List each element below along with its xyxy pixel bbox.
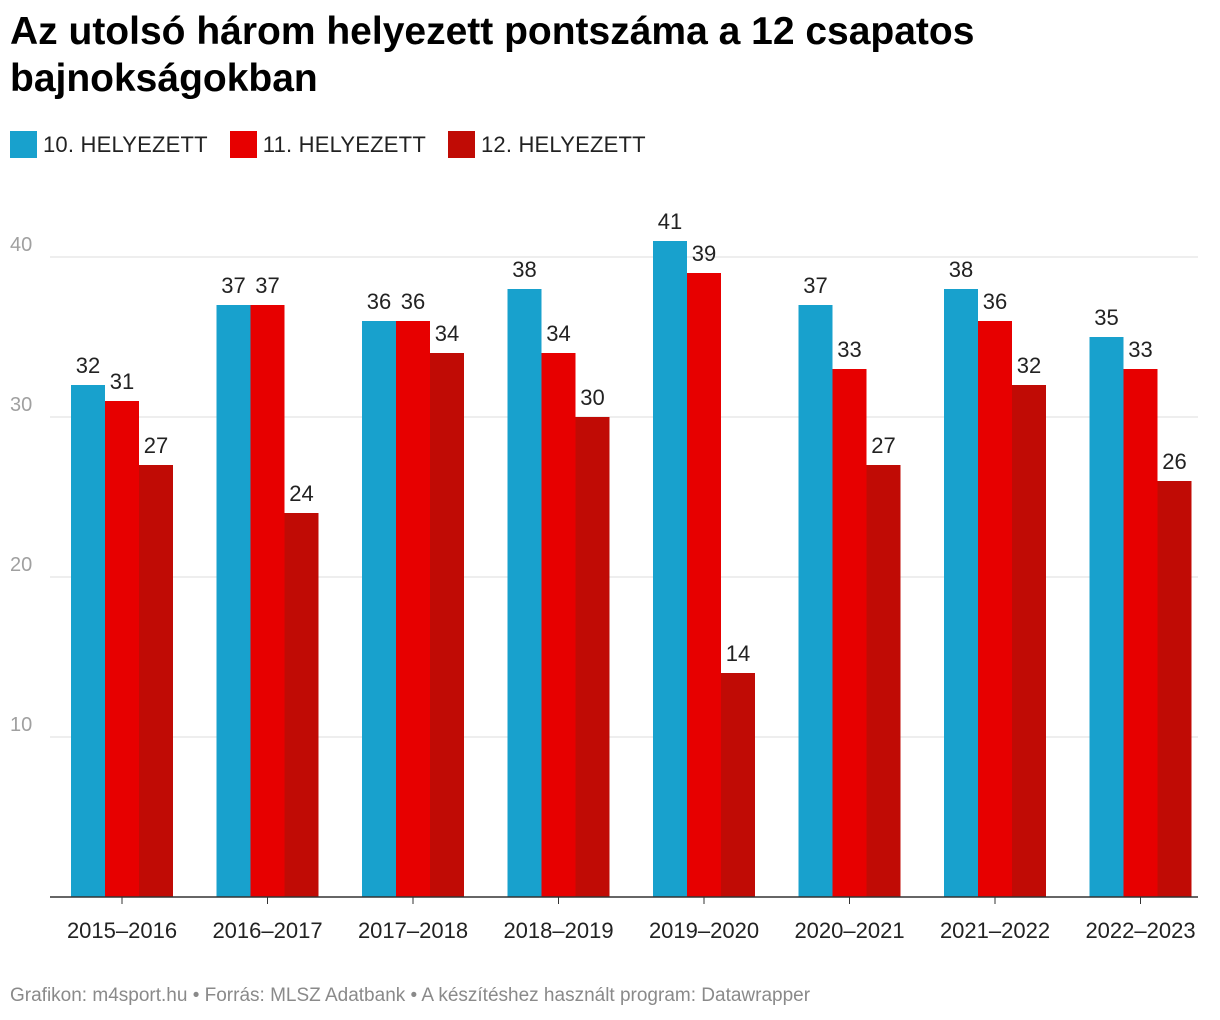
value-label-2019–2020-s12: 14 <box>726 641 750 666</box>
bar-2017–2018-s12 <box>430 353 464 897</box>
bar-2019–2020-s12 <box>721 673 755 897</box>
bar-2022–2023-s11 <box>1123 369 1158 897</box>
chart-title: Az utolsó három helyezett pontszáma a 12… <box>10 10 975 100</box>
value-label-2017–2018-s10: 36 <box>367 289 391 314</box>
bar-2017–2018-s10 <box>362 321 396 897</box>
bar-2017–2018-s11 <box>396 321 430 897</box>
value-label-2021–2022-s10: 38 <box>949 257 973 282</box>
legend-item-11: 11. HELYEZETT <box>229 131 426 158</box>
bar-2018–2019-s11 <box>541 353 576 897</box>
legend-label-10: 10. HELYEZETT <box>43 131 208 157</box>
bar-2015–2016-s11 <box>105 401 139 897</box>
bar-chart: 10 20 30 40 32 31 27 2015–2016 37 37 24 2016–2017 36… <box>10 209 1198 943</box>
bar-2019–2020-s11 <box>687 273 721 897</box>
x-tick-label-2020–2021: 2020–2021 <box>794 918 904 943</box>
x-tick-label-2015–2016: 2015–2016 <box>67 918 177 943</box>
value-label-2020–2021-s12: 27 <box>871 433 895 458</box>
legend-label-11: 11. HELYEZETT <box>262 131 426 157</box>
legend-swatch-11 <box>229 131 257 158</box>
x-tick-label-2016–2017: 2016–2017 <box>212 918 322 943</box>
legend-label-12: 12. HELYEZETT <box>480 131 646 157</box>
value-label-2022–2023-s12: 26 <box>1162 449 1186 474</box>
value-label-2019–2020-s10: 41 <box>658 209 682 234</box>
legend-item-12: 12. HELYEZETT <box>447 131 646 158</box>
source-footer: Grafikon: m4sport.hu • Forrás: MLSZ Adat… <box>10 985 811 1006</box>
bar-2016–2017-s11 <box>250 305 285 897</box>
bar-2015–2016-s12 <box>139 465 173 897</box>
value-label-2022–2023-s11: 33 <box>1128 337 1152 362</box>
value-label-2022–2023-s10: 35 <box>1094 305 1118 330</box>
value-label-2020–2021-s11: 33 <box>837 337 861 362</box>
bar-2019–2020-s10 <box>653 241 687 897</box>
bar-2022–2023-s12 <box>1157 481 1192 897</box>
bar-2022–2023-s10 <box>1089 337 1124 897</box>
bar-2018–2019-s10 <box>507 289 542 897</box>
value-label-2020–2021-s10: 37 <box>803 273 827 298</box>
y-tick-label-10: 10 <box>10 714 32 736</box>
value-label-2021–2022-s12: 32 <box>1017 353 1041 378</box>
bar-2020–2021-s11 <box>832 369 867 897</box>
y-tick-label-20: 20 <box>10 554 32 576</box>
value-label-2018–2019-s11: 34 <box>546 321 570 346</box>
x-tick-label-2018–2019: 2018–2019 <box>503 918 613 943</box>
value-label-2021–2022-s11: 36 <box>983 289 1007 314</box>
bar-2020–2021-s10 <box>798 305 833 897</box>
x-tick-label-2021–2022: 2021–2022 <box>940 918 1050 943</box>
legend-swatch-12 <box>447 131 475 158</box>
value-label-2018–2019-s10: 38 <box>512 257 536 282</box>
value-label-2017–2018-s12: 34 <box>435 321 459 346</box>
x-tick-label-2019–2020: 2019–2020 <box>649 918 759 943</box>
value-label-2015–2016-s11: 31 <box>110 369 134 394</box>
value-label-2016–2017-s12: 24 <box>289 481 313 506</box>
bar-2020–2021-s12 <box>866 465 901 897</box>
y-tick-label-40: 40 <box>10 234 32 256</box>
bar-2015–2016-s10 <box>71 385 105 897</box>
legend-item-10: 10. HELYEZETT <box>10 131 208 158</box>
legend-swatch-10 <box>10 131 37 158</box>
y-tick-label-30: 30 <box>10 394 32 416</box>
value-label-2018–2019-s12: 30 <box>580 385 604 410</box>
bar-2021–2022-s11 <box>978 321 1012 897</box>
legend: 10. HELYEZETT 11. HELYEZETT 12. HELYEZET… <box>10 131 668 158</box>
value-label-2016–2017-s10: 37 <box>221 273 245 298</box>
bar-2016–2017-s12 <box>284 513 319 897</box>
bar-2021–2022-s10 <box>944 289 978 897</box>
x-tick-label-2022–2023: 2022–2023 <box>1085 918 1195 943</box>
bar-2018–2019-s12 <box>575 417 610 897</box>
value-label-2019–2020-s11: 39 <box>692 241 716 266</box>
x-tick-label-2017–2018: 2017–2018 <box>358 918 468 943</box>
value-label-2016–2017-s11: 37 <box>255 273 279 298</box>
value-label-2017–2018-s11: 36 <box>401 289 425 314</box>
value-label-2015–2016-s12: 27 <box>144 433 168 458</box>
bar-2016–2017-s10 <box>216 305 251 897</box>
bar-2021–2022-s12 <box>1012 385 1046 897</box>
value-label-2015–2016-s10: 32 <box>76 353 100 378</box>
